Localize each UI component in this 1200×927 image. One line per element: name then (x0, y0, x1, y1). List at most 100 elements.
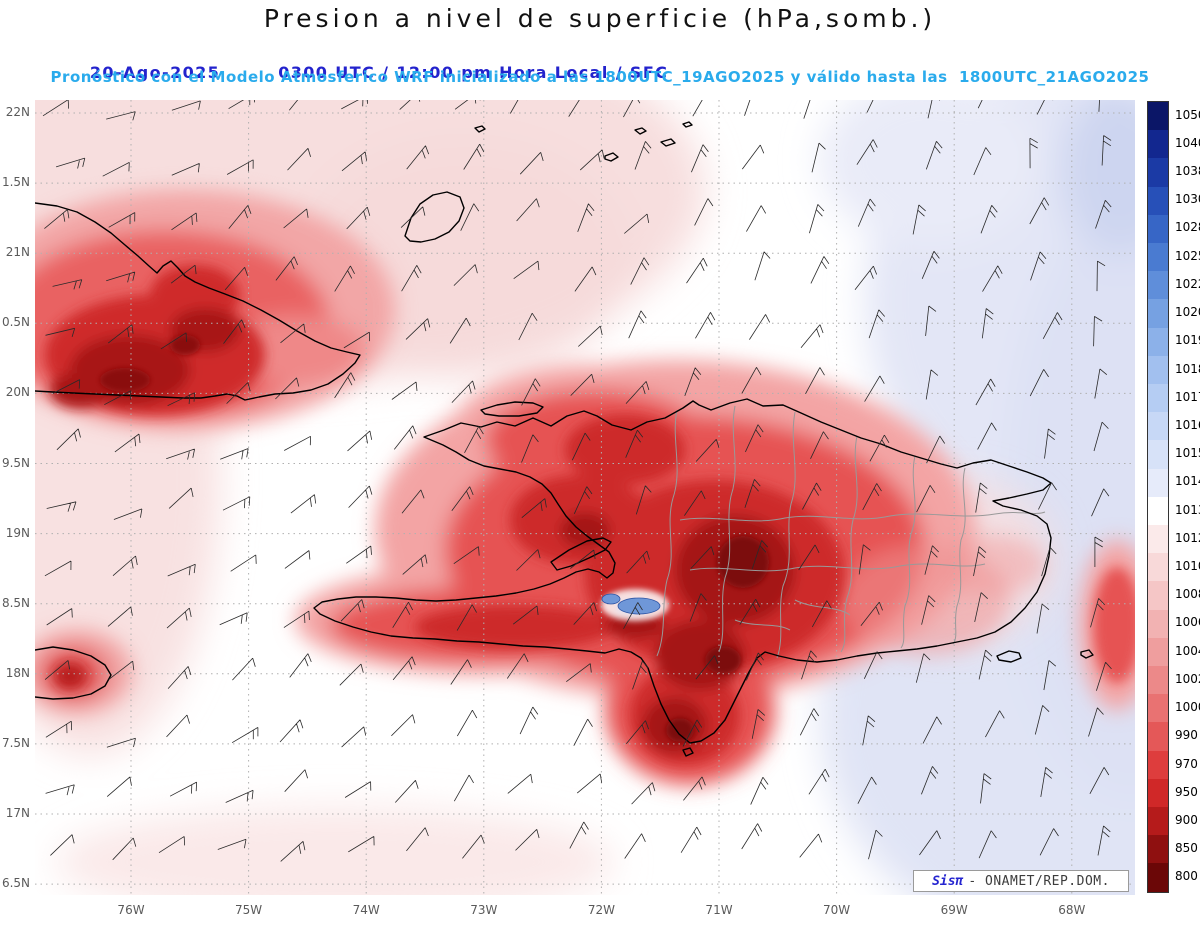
colorbar-segment (1148, 835, 1168, 864)
colorbar-value-label: 1014 (1175, 474, 1200, 489)
colorbar-segment (1148, 694, 1168, 723)
page-title: Presion a nivel de superficie (hPa,somb.… (263, 4, 937, 33)
colorbar-segment (1148, 468, 1168, 497)
colorbar-value-label: 1050 (1175, 107, 1200, 122)
colorbar-segment (1148, 750, 1168, 779)
coast-tortuga (480, 401, 544, 417)
colorbar-segment (1148, 609, 1168, 638)
colorbar-value-label: 1038 (1175, 164, 1200, 179)
lon-tick-label: 71W (705, 903, 733, 917)
lat-tick-label: 8.5N (1, 595, 30, 610)
colorbar-value-label: 1002 (1175, 671, 1200, 686)
colorbar-value-label: 1008 (1175, 587, 1200, 602)
colorbar-value-label: 1010 (1175, 559, 1200, 574)
attribution-brand: Sisπ (932, 873, 964, 889)
colorbar-value-label: 1015 (1175, 446, 1200, 461)
model-info-line: Pronóstico con el Modelo Atmosferico WRF… (50, 68, 1150, 86)
coast-turks-islands (474, 121, 693, 162)
attribution-text: - ONAMET/REP.DOM. (968, 873, 1110, 889)
coast-gonave (550, 537, 612, 571)
lat-tick-label: 1.5N (1, 175, 30, 190)
colorbar-value-label: 1040 (1175, 135, 1200, 150)
lat-tick-label: 22N (5, 105, 30, 119)
colorbar-value-label: 1006 (1175, 615, 1200, 630)
colorbar-value-label: 990 (1175, 728, 1198, 743)
latitude-axis: 22N 1.5N 21N 0.5N 20N 9.5N 19N 8.5N 18N 7.5N 17N 6.… (0, 100, 32, 895)
colorbar-segment (1148, 553, 1168, 582)
colorbar (1147, 101, 1169, 893)
colorbar-segment (1148, 384, 1168, 413)
colorbar-segment (1148, 440, 1168, 469)
coast-saona (996, 650, 1022, 663)
lake-enriquillo (617, 597, 661, 615)
colorbar-value-label: 850 (1175, 841, 1198, 856)
map-canvas: Sisπ - ONAMET/REP.DOM. (35, 100, 1135, 895)
colorbar-segment (1148, 158, 1168, 187)
lat-tick-label: 6.5N (1, 876, 30, 891)
colorbar-segment (1148, 214, 1168, 244)
colorbar-segment (1148, 807, 1168, 836)
colorbar-segment (1148, 581, 1168, 610)
shading-darkred-cuba (45, 265, 265, 415)
lon-tick-label: 75W (235, 903, 263, 917)
colorbar-value-label: 1000 (1175, 700, 1200, 715)
coast-cuba (35, 202, 361, 401)
colorbar-value-label: 1004 (1175, 643, 1200, 658)
lakes-layer (601, 593, 661, 615)
colorbar-value-label: 900 (1175, 812, 1198, 827)
colorbar-labels: 1050 1040 1038 1030 1028 1025 1022 1020 1019 1018… (1175, 101, 1200, 893)
colorbar-value-label: 1012 (1175, 530, 1200, 545)
colorbar-segment (1148, 271, 1168, 300)
lat-tick-label: 17N (5, 806, 30, 820)
coast-mona (1080, 649, 1094, 659)
colorbar-value-label: 1019 (1175, 333, 1200, 348)
colorbar-value-label: 1025 (1175, 248, 1200, 263)
colorbar-segment (1148, 186, 1168, 215)
colorbar-value-label: 1016 (1175, 417, 1200, 432)
colorbar-segment (1148, 102, 1168, 131)
date-text: 20-Ago-2025 (89, 63, 221, 82)
colorbar-segment (1148, 299, 1168, 328)
colorbar-value-label: 970 (1175, 756, 1198, 771)
time-text: 0300 UTC / 12:00 pm Hora Local / SFC (278, 63, 669, 82)
lat-tick-label: 20N (5, 385, 30, 400)
lon-tick-label: 69W (940, 903, 968, 917)
lat-tick-label: 19N (5, 525, 30, 540)
colorbar-value-label: 950 (1175, 784, 1198, 799)
lon-tick-label: 73W (470, 903, 498, 917)
colorbar-segment (1148, 863, 1168, 892)
lon-tick-label: 76W (117, 903, 145, 917)
datetime-line: 20-Ago-2025 0300 UTC / 12:00 pm Hora Loca… (62, 44, 668, 101)
lat-tick-label: 21N (5, 245, 30, 260)
lat-tick-label: 0.5N (1, 315, 30, 330)
shading-core-cuba (100, 335, 200, 392)
lon-tick-label: 68W (1058, 903, 1086, 917)
colorbar-segment (1148, 496, 1168, 526)
lon-tick-label: 74W (352, 903, 380, 917)
colorbar-segment (1148, 130, 1168, 159)
colorbar-segment (1148, 637, 1168, 667)
gridlines-layer (35, 100, 1135, 895)
lon-tick-label: 72W (587, 903, 615, 917)
colorbar-segment (1148, 355, 1168, 385)
lon-tick-label: 70W (823, 903, 851, 917)
lake-azuei (601, 593, 621, 605)
colorbar-segment (1148, 666, 1168, 695)
lat-tick-label: 7.5N (1, 735, 30, 750)
province-borders-layer (656, 405, 1046, 659)
coastlines-layer (35, 121, 1094, 757)
colorbar-value-label: 800 (1175, 869, 1198, 884)
lat-tick-label: 9.5N (1, 455, 30, 470)
colorbar-segment (1148, 412, 1168, 441)
colorbar-segment (1148, 243, 1168, 272)
colorbar-value-label: 1018 (1175, 361, 1200, 376)
colorbar-value-label: 1013 (1175, 502, 1200, 517)
attribution-box: Sisπ - ONAMET/REP.DOM. (913, 870, 1129, 892)
coast-great-inagua (404, 191, 465, 243)
colorbar-value-label: 1020 (1175, 305, 1200, 320)
colorbar-segment (1148, 327, 1168, 356)
colorbar-segment (1148, 778, 1168, 808)
coast-hispaniola (313, 398, 1052, 744)
colorbar-value-label: 1030 (1175, 192, 1200, 207)
